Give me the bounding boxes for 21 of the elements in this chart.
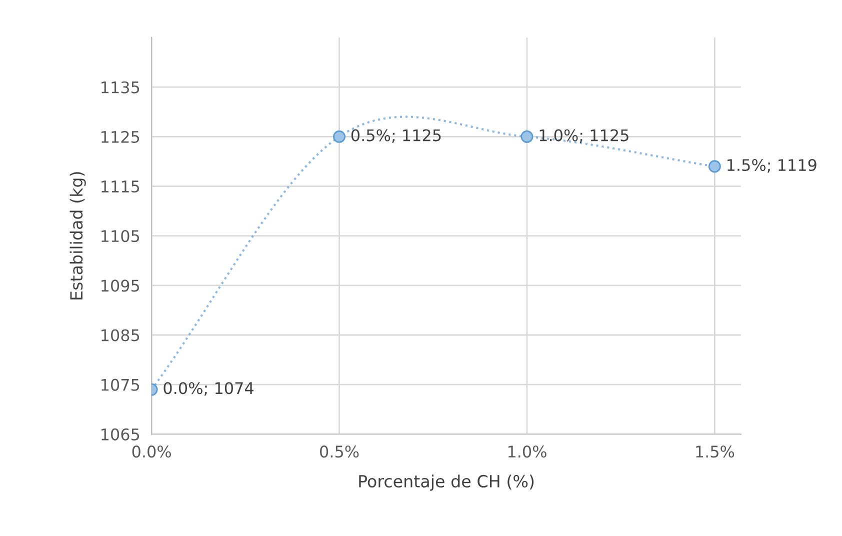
y-tick-label: 1115 [102, 180, 140, 193]
x-tick-label: 1.0% [508, 446, 546, 458]
point [520, 130, 534, 143]
y-tick-label: 1135 [102, 81, 140, 94]
x-tick-label: 1.5% [696, 446, 734, 458]
y-tick-label: 1125 [102, 130, 140, 143]
point [333, 130, 346, 143]
y-tick-label: 1095 [102, 280, 140, 292]
x-axis-title: Porcentaje de CH (%) [359, 474, 534, 491]
y-tick-label: 1075 [102, 378, 140, 391]
data-label: 0.0%; 1074 [164, 382, 254, 396]
x-tick-label: 0.5% [320, 446, 359, 458]
data-label: 1.0%; 1125 [540, 129, 628, 143]
data-label: 0.5%; 1125 [351, 129, 441, 143]
point [708, 160, 721, 173]
data-label: 1.5%; 1119 [728, 158, 816, 173]
x-tick-label: 0.0% [132, 446, 171, 458]
y-tick-label: 1105 [102, 230, 140, 242]
y-tick-label: 1085 [102, 329, 140, 342]
y-tick-label: 1065 [102, 428, 140, 440]
y-axis-title: Estabilidad (kg) [70, 172, 86, 300]
